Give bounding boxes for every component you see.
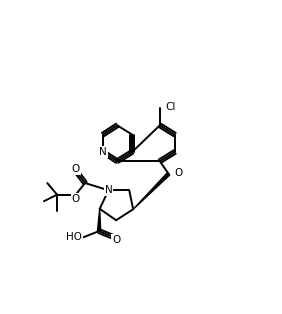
Polygon shape	[133, 173, 170, 209]
Polygon shape	[97, 209, 101, 231]
Text: HO: HO	[66, 232, 82, 242]
Text: N: N	[99, 147, 107, 157]
Text: O: O	[72, 193, 80, 203]
Text: N: N	[105, 185, 112, 195]
Text: O: O	[174, 168, 182, 178]
Text: Cl: Cl	[165, 101, 176, 111]
Text: O: O	[72, 165, 80, 175]
Text: O: O	[112, 235, 120, 245]
